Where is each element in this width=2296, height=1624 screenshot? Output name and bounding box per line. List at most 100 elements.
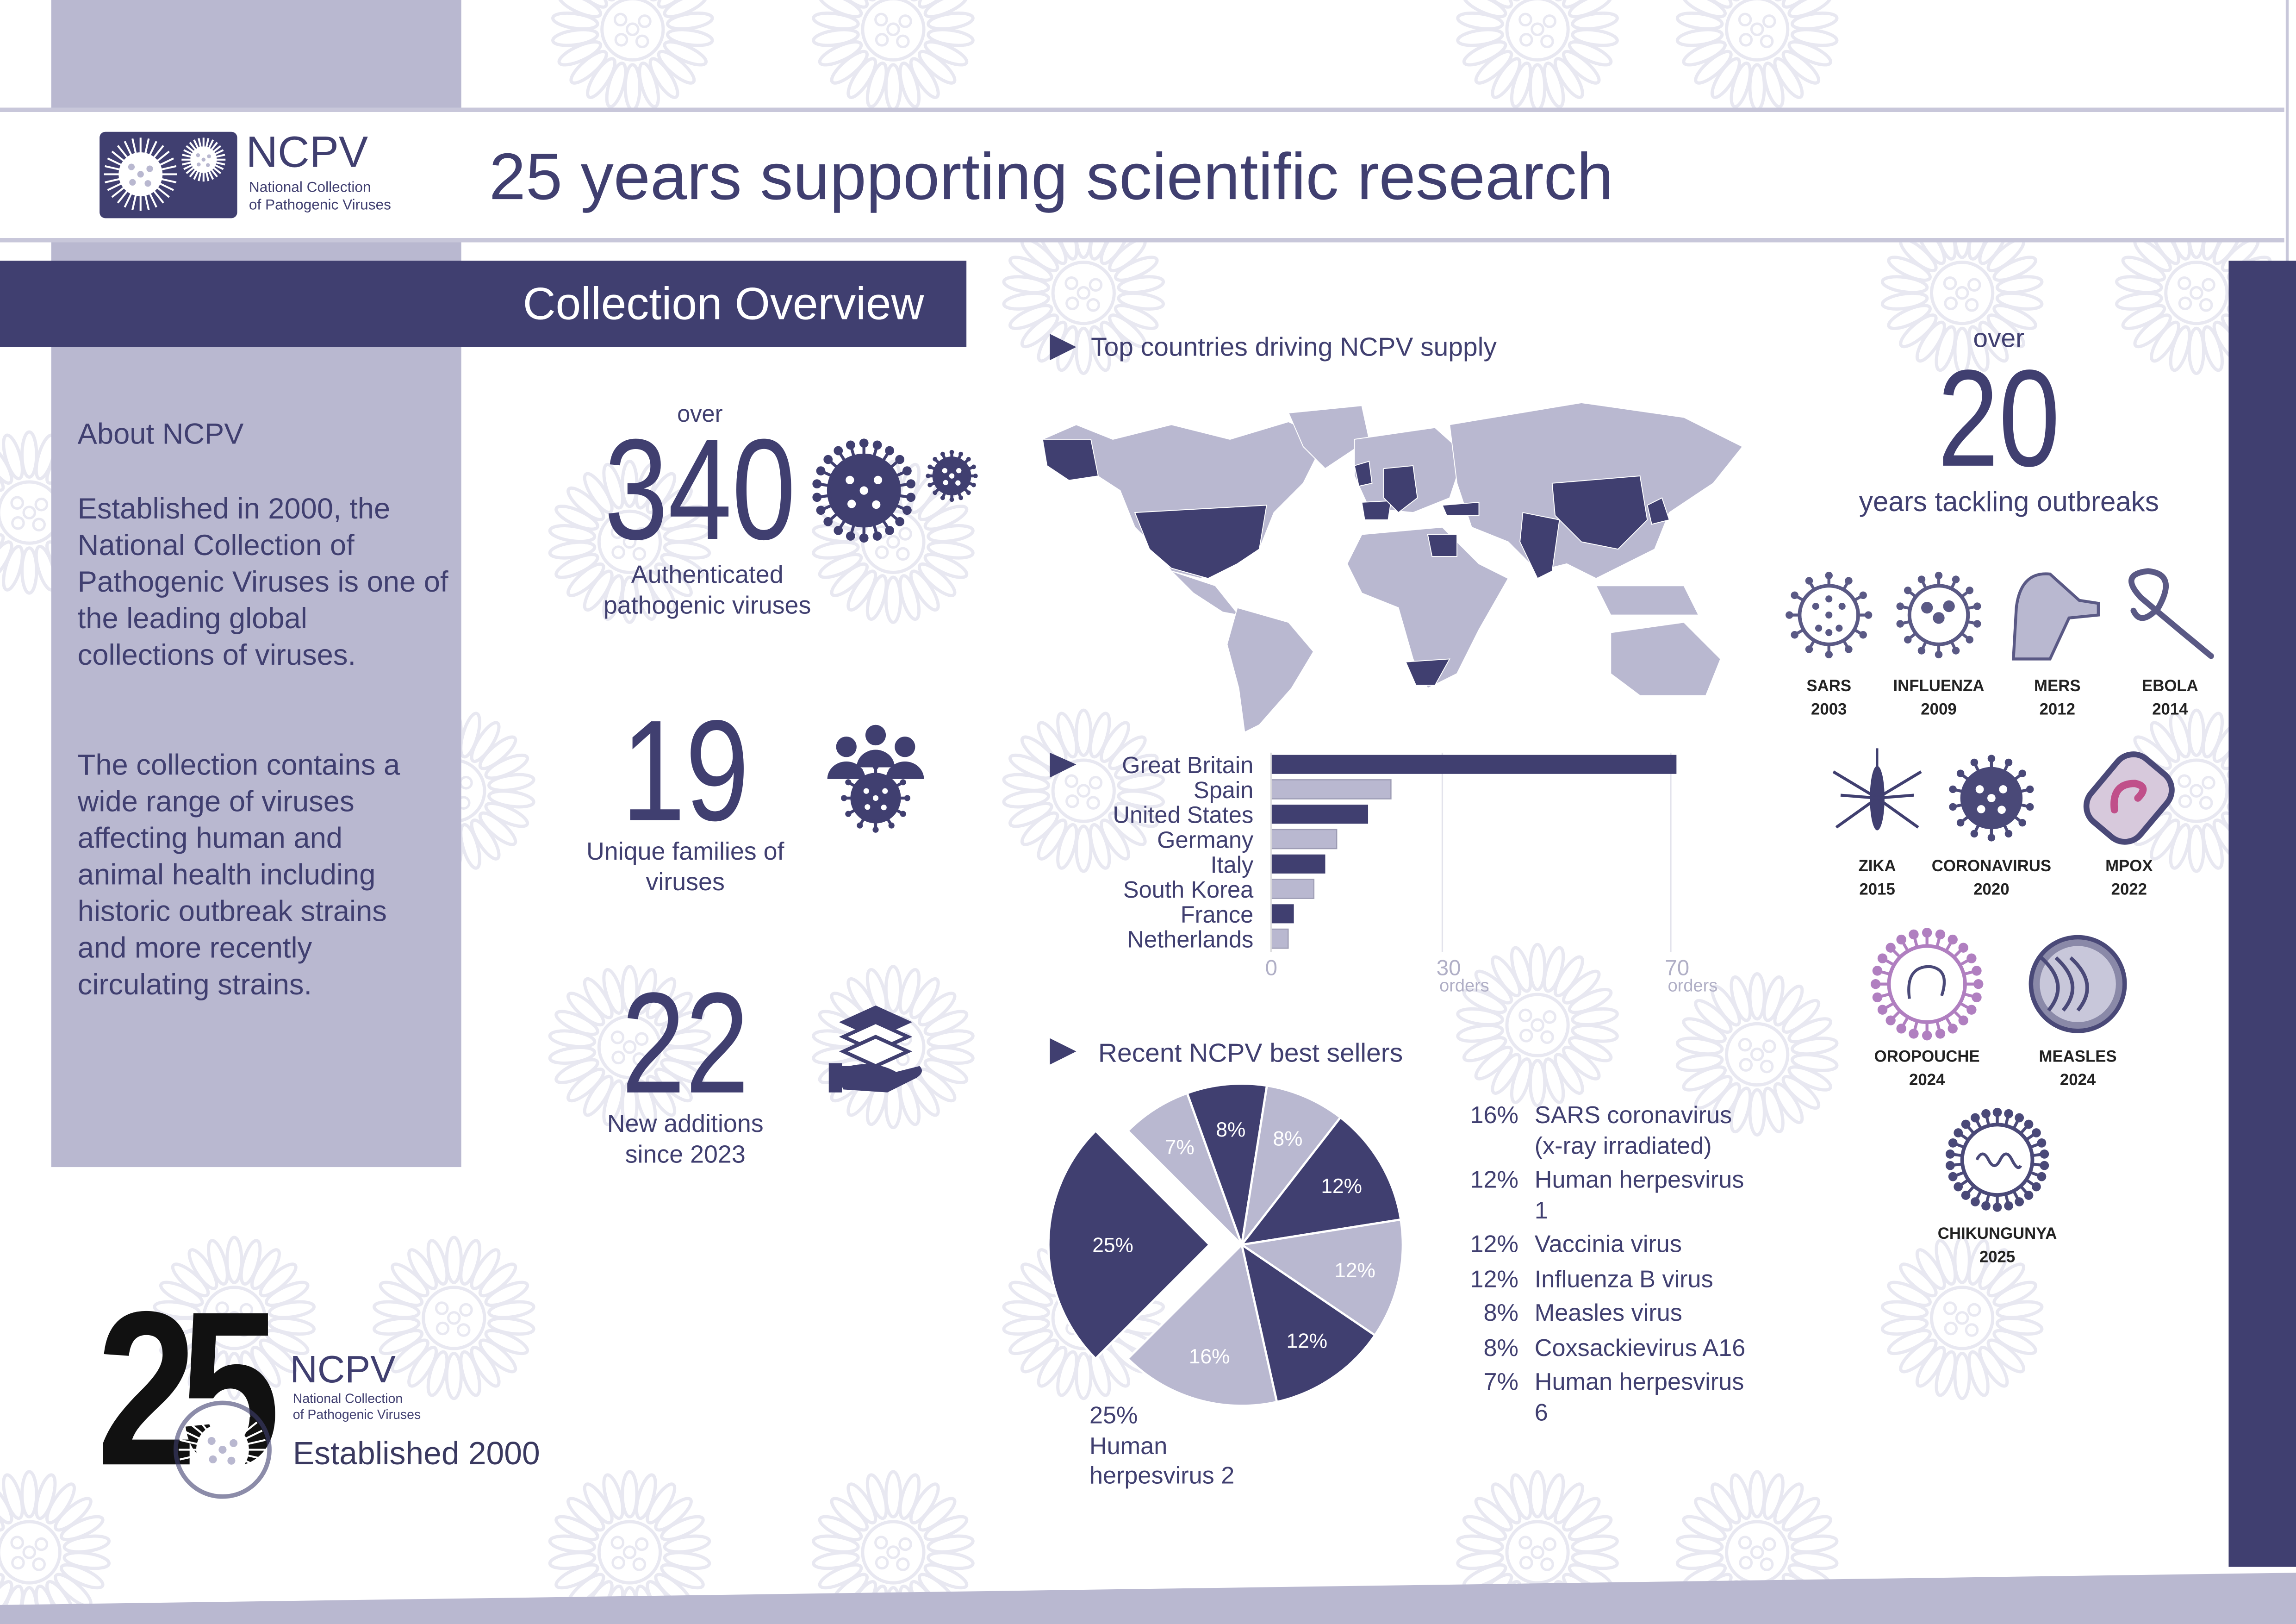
petal (1694, 1497, 1733, 1532)
rosette-dot (875, 33, 889, 47)
petal (1462, 1036, 1507, 1062)
petal (459, 1350, 481, 1397)
petal (557, 40, 603, 67)
rosette-dot (610, 525, 625, 539)
stat-value: 340 (604, 410, 796, 570)
petal (1002, 292, 1051, 311)
rosette-dot (1089, 775, 1103, 790)
y-tick-label: South Korea (1123, 876, 1254, 903)
mosquito-leg (1840, 793, 1878, 800)
petal (569, 50, 608, 85)
petal (663, 1029, 711, 1049)
petal (1002, 1300, 1051, 1319)
petal (2115, 292, 2163, 311)
y-tick-label: United States (1113, 802, 1253, 828)
rosette-dot (1531, 1018, 1544, 1032)
rosette-dot (1531, 1545, 1544, 1559)
rosette-dot (1065, 296, 1079, 311)
country (1551, 475, 1648, 550)
petal (0, 540, 13, 582)
petal (478, 735, 517, 770)
petal (812, 540, 860, 560)
footer-acronym: NCPV (290, 1349, 396, 1391)
petal (1730, 62, 1752, 108)
petal (666, 28, 714, 47)
petal (1880, 275, 1929, 294)
logo-icons (104, 137, 226, 211)
petal (1675, 1037, 1724, 1056)
petal (459, 1239, 481, 1286)
knob (823, 455, 833, 464)
virus-dot (1825, 595, 1833, 603)
petal (268, 1300, 316, 1319)
petal (1456, 1007, 1504, 1026)
petal (646, 977, 677, 1019)
petal (660, 1515, 705, 1542)
petal (1790, 1534, 1839, 1554)
measles-strand (2040, 956, 2060, 1012)
map-title: Top countries driving NCPV supply (1091, 332, 1497, 362)
petal (379, 1280, 424, 1307)
petal (923, 1515, 969, 1542)
petal (1887, 1329, 1932, 1355)
petal (1773, 57, 1804, 99)
knob (926, 474, 931, 478)
knob (872, 763, 879, 770)
petal (1528, 1470, 1547, 1518)
person-head (895, 737, 915, 757)
rosette-core (202, 1286, 267, 1350)
knob (1922, 927, 1932, 938)
petal (660, 553, 705, 579)
knob (2037, 1172, 2047, 1181)
petal (2150, 320, 2181, 363)
outbreak-year: 2022 (2111, 881, 2147, 899)
rosette (1675, 0, 1839, 112)
country (1171, 570, 1240, 616)
petal (239, 1239, 262, 1286)
knob (900, 779, 906, 786)
rosette-dot (896, 1557, 910, 1571)
petal (20, 546, 38, 595)
petal (1553, 1053, 1584, 1095)
rosette-dot (610, 1031, 625, 1044)
outbreak-year: 2015 (1859, 881, 1895, 899)
rosette-core (0, 1520, 62, 1585)
mosquito-leg (1832, 770, 1878, 800)
dot (128, 163, 135, 170)
petal (1978, 1345, 2009, 1388)
petal (484, 1329, 529, 1355)
petal (62, 1551, 111, 1570)
rosette-dot (1750, 1047, 1764, 1062)
camel-icon (2012, 572, 2100, 661)
petal (1008, 1280, 1053, 1307)
knob (1992, 1202, 2002, 1212)
petal (602, 968, 625, 1015)
outbreak-year: 2020 (1973, 881, 2009, 899)
knob (1981, 1201, 1991, 1211)
dot (206, 163, 210, 167)
bullet (1050, 1038, 1076, 1065)
petal (548, 1046, 597, 1065)
knob (834, 446, 843, 456)
rosette-dot (632, 1052, 647, 1066)
rosette-core (0, 480, 62, 545)
outbreak-name: MEASLES (2039, 1048, 2116, 1065)
person-body (886, 761, 924, 779)
mosquito-leg (1877, 793, 1914, 800)
virus-dot (859, 486, 868, 495)
rosette-dot (34, 1537, 49, 1551)
petal (917, 1497, 957, 1532)
petal (663, 1534, 711, 1554)
knob (1970, 758, 1979, 767)
rosette-dot (1540, 34, 1554, 49)
rosette-dot (2202, 278, 2215, 292)
stat-label: Authenticated pathogenic viruses (603, 561, 811, 620)
petal (426, 1350, 449, 1397)
rosette-core (861, 1520, 926, 1585)
knob (949, 450, 954, 455)
petal (1682, 1017, 1727, 1043)
petal (470, 1345, 501, 1388)
country (1442, 501, 1480, 516)
knob (872, 531, 882, 541)
petal (1762, 1087, 1785, 1134)
